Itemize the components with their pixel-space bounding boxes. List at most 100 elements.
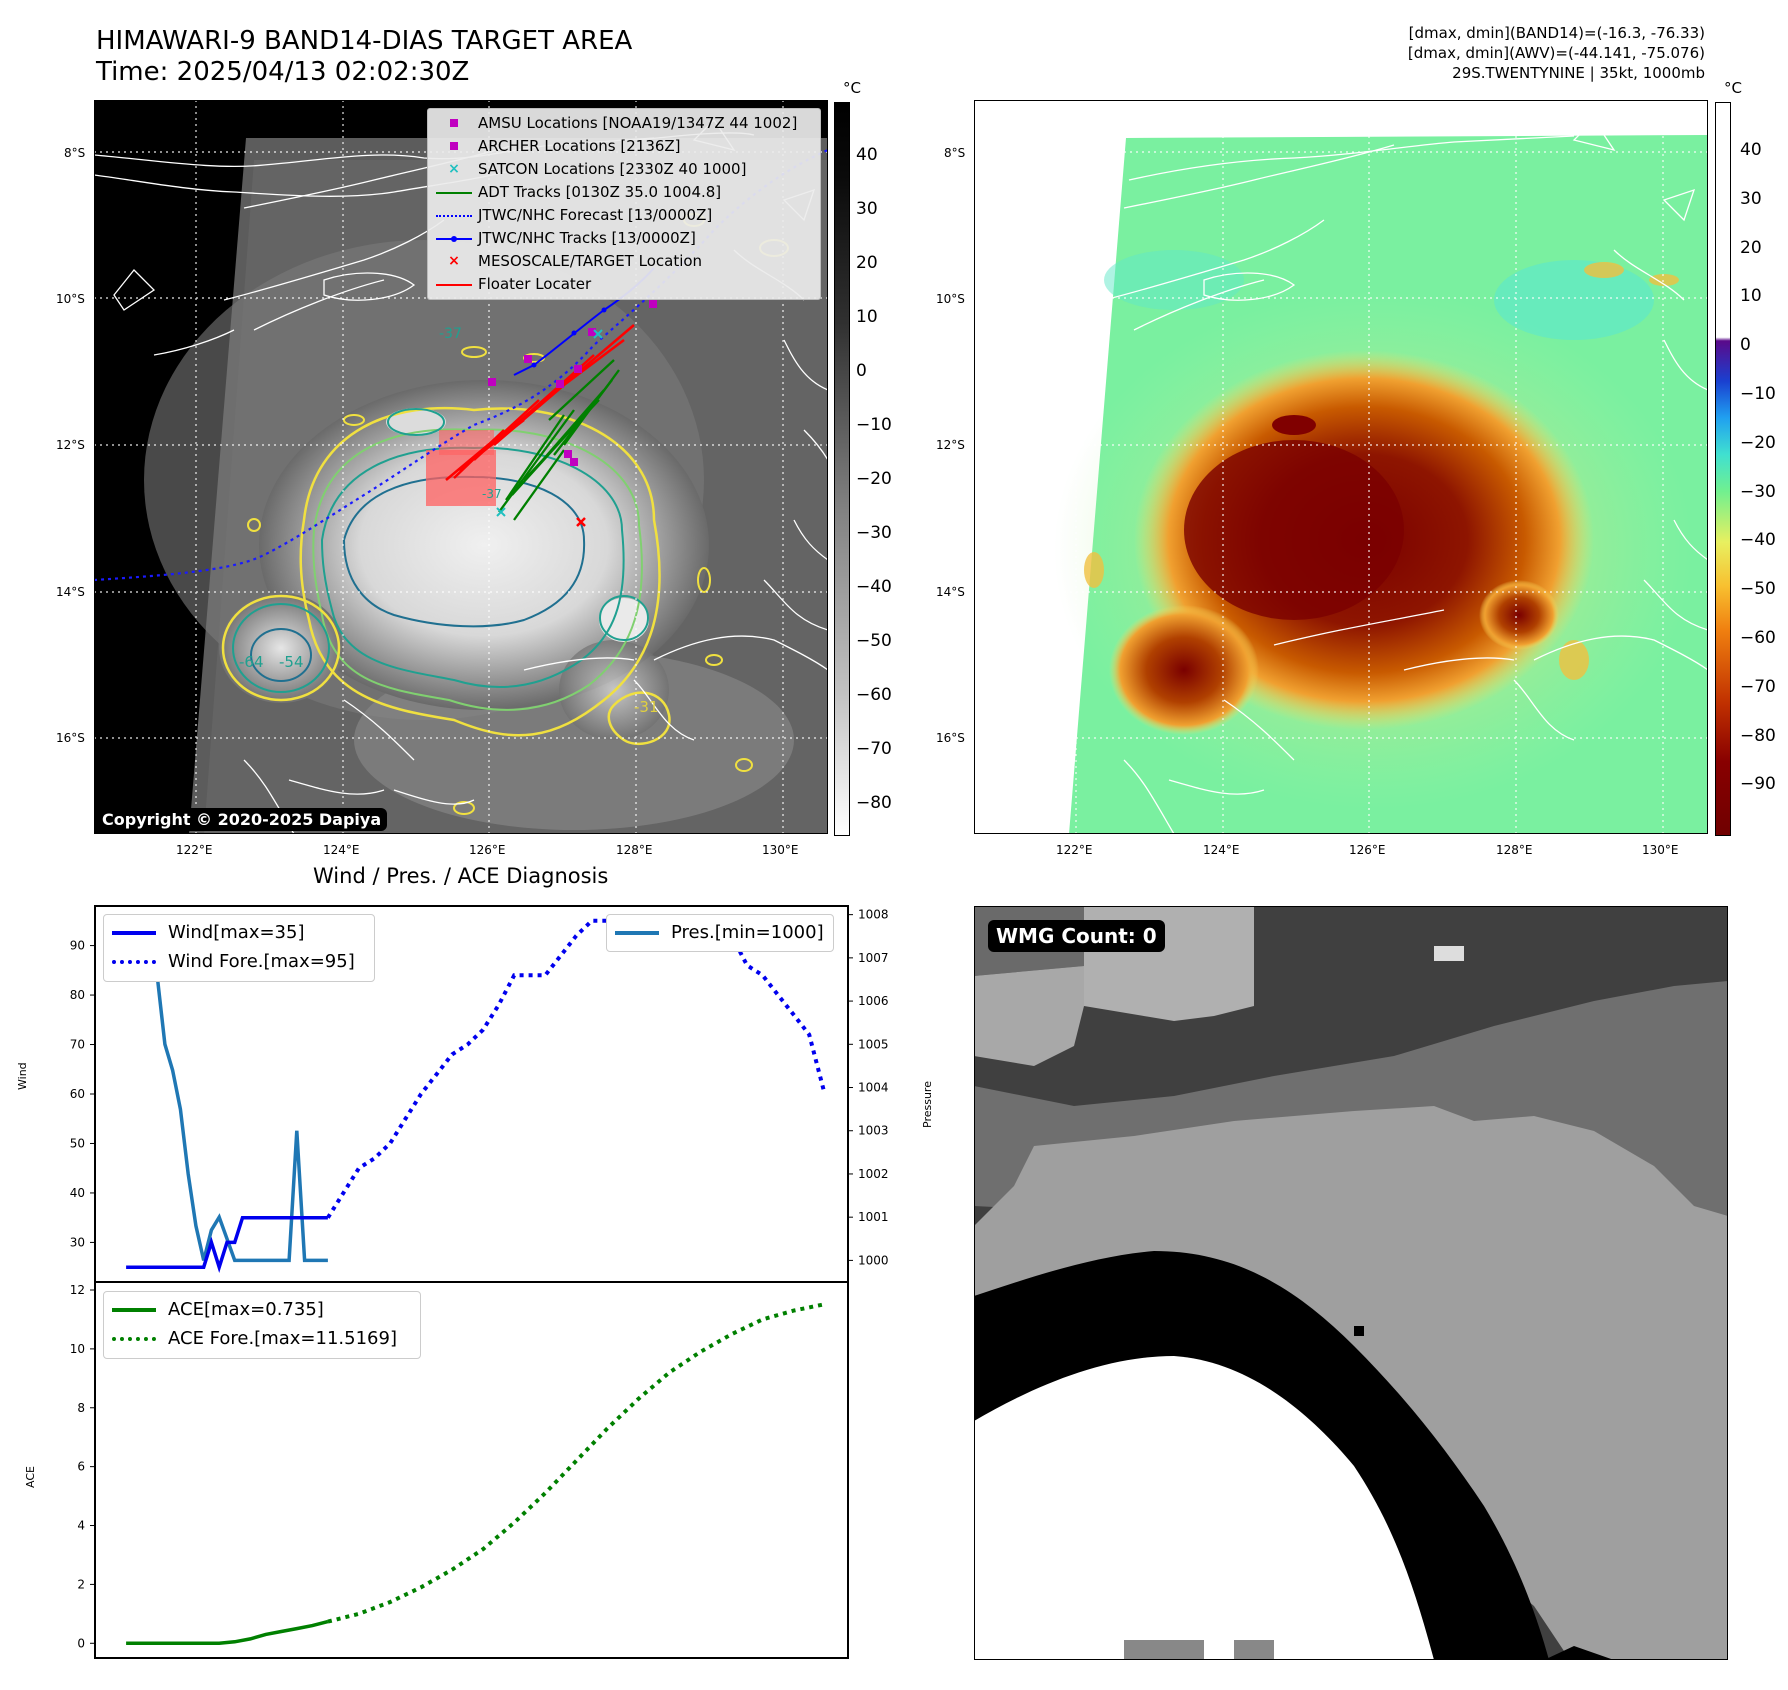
legend-item-mesoscale: × MESOSCALE/TARGET Location xyxy=(436,252,702,270)
colorbar-tick: −40 xyxy=(1740,530,1776,551)
lon-tick: 124°E xyxy=(323,843,360,857)
wind-forecast-line xyxy=(326,918,827,1219)
colorbar-tick: −50 xyxy=(856,631,892,651)
colorbar-tick: −60 xyxy=(856,685,892,705)
ace-ytick-label: 8 xyxy=(77,1401,85,1415)
colorbar-tick: −80 xyxy=(856,793,892,813)
awv-map xyxy=(974,100,1708,834)
lat-tick: 10°S xyxy=(56,292,85,306)
square-marker-icon xyxy=(436,115,472,131)
wind-ytick-label: 90 xyxy=(70,939,85,953)
diagnosis-title: Wind / Pres. / ACE Diagnosis xyxy=(313,864,609,888)
wind-line xyxy=(126,1215,328,1274)
floater-box xyxy=(426,450,496,506)
legend-item-archer: ARCHER Locations [2136Z] xyxy=(436,137,681,155)
colorbar-tick: 0 xyxy=(856,361,867,381)
pressure-ytick-label: 1007 xyxy=(858,951,889,965)
diagnosis-chart: 3040506070809010001001100210031004100510… xyxy=(70,905,889,1659)
lat-tick: 16°S xyxy=(936,731,965,745)
wind-ytick-label: 70 xyxy=(70,1038,85,1052)
colorbar-tick: −90 xyxy=(1740,774,1776,795)
lat-tick: 8°S xyxy=(64,146,86,160)
pressure-ytick-label: 1002 xyxy=(858,1167,889,1181)
colorbar-tick: −70 xyxy=(856,739,892,759)
lon-tick: 130°E xyxy=(1642,843,1679,857)
colorbar-grayscale xyxy=(834,102,850,836)
lon-tick: 122°E xyxy=(1056,843,1093,857)
map-title-line1: HIMAWARI-9 BAND14-DIAS TARGET AREA xyxy=(96,26,633,56)
legend-item-wind-fore: Wind Fore.[max=95] xyxy=(112,951,355,972)
colorbar-tick: 10 xyxy=(1740,286,1762,307)
x-marker-icon: × xyxy=(448,253,460,269)
contour-label: -54 xyxy=(279,653,304,671)
legend-item-jtwc-tracks: JTWC/NHC Tracks [13/0000Z] xyxy=(436,229,696,247)
colorbar-tick: 10 xyxy=(856,307,878,327)
dotted-line-icon xyxy=(436,207,472,223)
contour-label: -64 xyxy=(239,653,264,671)
legend-item-ace-fore: ACE Fore.[max=11.5169] xyxy=(112,1328,397,1349)
ace-ytick-label: 10 xyxy=(70,1342,85,1356)
colorbar-tick: 40 xyxy=(1740,140,1762,160)
lat-tick: 10°S xyxy=(936,292,965,306)
lon-tick: 122°E xyxy=(176,843,213,857)
ace-ytick-label: 0 xyxy=(77,1636,85,1650)
pressure-line xyxy=(124,914,328,1263)
lon-tick: 130°E xyxy=(762,843,799,857)
colorbar-tick: −10 xyxy=(856,415,892,435)
legend-item-wind: Wind[max=35] xyxy=(112,922,305,943)
lat-tick: 14°S xyxy=(56,585,85,599)
legend-item-jtwc-forecast: JTWC/NHC Forecast [13/0000Z] xyxy=(436,206,712,224)
lat-tick: 12°S xyxy=(936,438,965,452)
wind-ytick-label: 80 xyxy=(70,988,85,1002)
map-legend: AMSU Locations [NOAA19/1347Z 44 1002] AR… xyxy=(427,108,821,300)
wmg-panel xyxy=(974,906,1728,1660)
ace-ytick-label: 12 xyxy=(70,1283,85,1297)
info-line1: [dmax, dmin](BAND14)=(-16.3, -76.33) xyxy=(1408,24,1705,42)
colorbar-tick: 20 xyxy=(1740,237,1762,258)
square-marker-icon xyxy=(436,138,472,154)
colorbar-tick: −80 xyxy=(1740,725,1776,746)
pressure-ytick-label: 1005 xyxy=(858,1037,889,1051)
pressure-ytick-label: 1004 xyxy=(858,1081,889,1095)
pressure-axis-label: Pressure xyxy=(921,1081,934,1128)
pressure-ytick-label: 1008 xyxy=(858,908,889,922)
colorbar-tick: 0 xyxy=(1740,335,1751,356)
x-marker-icon: × xyxy=(448,161,460,177)
ace-ytick-label: 2 xyxy=(77,1577,85,1591)
legend-item-satcon: × SATCON Locations [2330Z 40 1000] xyxy=(436,160,746,178)
colorbar-tick: −20 xyxy=(1740,432,1776,453)
info-line2: [dmax, dmin](AWV)=(-44.141, -75.076) xyxy=(1407,44,1705,62)
contour-label: -37 xyxy=(482,487,502,501)
info-line3: 29S.TWENTYNINE | 35kt, 1000mb xyxy=(1452,64,1705,82)
line-marker-icon xyxy=(436,276,472,292)
ace-ytick-label: 6 xyxy=(77,1460,85,1474)
pressure-ytick-label: 1000 xyxy=(858,1253,889,1267)
ace-forecast-line xyxy=(327,1302,826,1624)
ace-legend: ACE[max=0.735] ACE Fore.[max=11.5169] xyxy=(103,1291,421,1359)
wind-axis-label: Wind xyxy=(16,1062,29,1090)
colorbar-tick: −30 xyxy=(856,523,892,543)
wind-ytick-label: 60 xyxy=(70,1087,85,1101)
colorbar-tick: −60 xyxy=(1740,628,1776,648)
line-marker-icon xyxy=(436,184,472,200)
colorbar-tick: −30 xyxy=(1740,481,1776,502)
legend-item-floater: Floater Locater xyxy=(436,275,591,293)
pressure-legend: Pres.[min=1000] xyxy=(606,914,834,952)
legend-item-ace: ACE[max=0.735] xyxy=(112,1299,324,1320)
wind-legend: Wind[max=35] Wind Fore.[max=95] xyxy=(103,914,375,982)
colorbar-unit: °C xyxy=(843,79,861,97)
colorbar-awv xyxy=(1715,102,1731,836)
wind-ytick-label: 40 xyxy=(70,1186,85,1200)
colorbar-tick: −50 xyxy=(1740,579,1776,600)
lon-tick: 128°E xyxy=(1496,843,1533,857)
colorbar-tick: −40 xyxy=(856,577,892,597)
legend-item-pressure: Pres.[min=1000] xyxy=(615,922,824,943)
wind-ytick-label: 30 xyxy=(70,1235,85,1249)
pressure-ytick-label: 1001 xyxy=(858,1210,889,1224)
ace-line xyxy=(126,1619,329,1646)
copyright-badge: Copyright © 2020-2025 Dapiya xyxy=(96,808,388,831)
lat-tick: 16°S xyxy=(56,731,85,745)
lat-tick: 12°S xyxy=(56,438,85,452)
lon-tick: 126°E xyxy=(1349,843,1386,857)
legend-item-amsu: AMSU Locations [NOAA19/1347Z 44 1002] xyxy=(436,114,797,132)
